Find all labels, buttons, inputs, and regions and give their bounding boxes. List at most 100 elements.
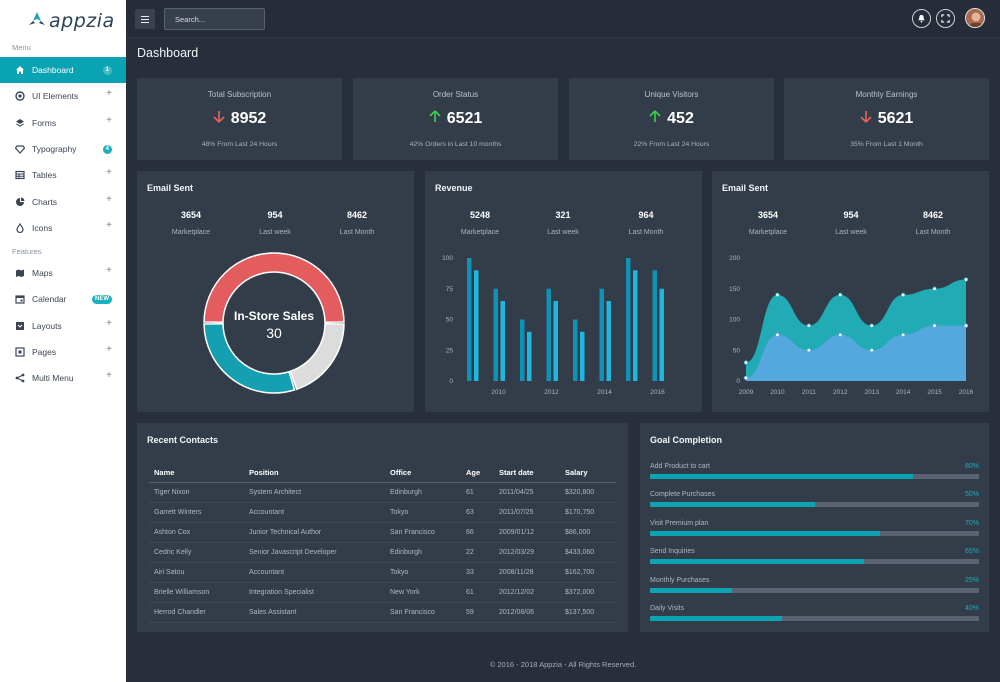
bar (606, 301, 611, 381)
sidebar-item-label: UI Elements (32, 91, 79, 102)
column-header[interactable]: Salary (560, 463, 616, 483)
x-tick-label: 2014 (597, 389, 612, 396)
column-header[interactable]: Name (149, 463, 244, 483)
sidebar-item-forms[interactable]: Forms + (0, 110, 126, 136)
table-row: Tiger Nixon System Architect Edinburgh 61 20… (149, 482, 616, 503)
sidebar-item-layouts[interactable]: Layouts + (0, 313, 126, 339)
bar (493, 288, 498, 381)
table-cell: $162,700 (560, 562, 616, 583)
donut-value: 30 (266, 325, 282, 341)
sidebar-badge: 4 (102, 144, 112, 154)
column-header[interactable]: Office (385, 463, 461, 483)
stat-title: Unique Visitors (644, 90, 699, 99)
fullscreen-icon[interactable] (936, 9, 955, 28)
column-header[interactable]: Age (461, 463, 494, 483)
y-tick-label: 75 (446, 286, 454, 293)
expand-plus-icon[interactable]: + (106, 88, 112, 100)
calendar-icon (15, 294, 25, 304)
table-cell: Tiger Nixon (149, 482, 244, 503)
sidebar-item-typography[interactable]: Typography 4 (0, 136, 126, 162)
expand-plus-icon[interactable]: + (106, 167, 112, 179)
goal-label: Complete Purchases (650, 491, 715, 499)
table-cell: Ashton Cox (149, 522, 244, 543)
donut-slice (203, 252, 345, 323)
sidebar-item-label: Typography (32, 143, 77, 154)
x-tick-label: 2015 (927, 389, 942, 396)
app-logo[interactable]: appzia (28, 10, 115, 32)
home-icon (15, 65, 25, 75)
table-row: Garrett Winters Accountant Tokyo 63 2011/07/… (149, 502, 616, 523)
goal-progress-bar (650, 616, 979, 621)
sidebar-item-pages[interactable]: Pages + (0, 339, 126, 365)
sidebar-item-tables[interactable]: Tables + (0, 162, 126, 188)
table-cell: $320,800 (560, 482, 616, 503)
sidebar-item-multi-menu[interactable]: Multi Menu + (0, 365, 126, 391)
pie-chart-icon (15, 197, 25, 207)
expand-plus-icon[interactable]: + (106, 370, 112, 382)
x-tick-label: 2016 (959, 389, 974, 396)
notification-bell-icon[interactable] (912, 9, 931, 28)
table-cell: Cedric Kelly (149, 542, 244, 563)
table-cell: Garrett Winters (149, 502, 244, 523)
table-cell: Tokyo (385, 502, 461, 523)
area-point (806, 348, 812, 353)
expand-plus-icon[interactable]: + (106, 219, 112, 231)
area-point (932, 286, 937, 291)
expand-plus-icon[interactable]: + (106, 343, 112, 355)
x-tick-label: 2011 (802, 389, 816, 396)
bar (580, 331, 585, 381)
bar (500, 301, 505, 381)
sidebar-item-charts[interactable]: Charts + (0, 189, 126, 215)
card-title: Email Sent (722, 183, 769, 193)
bar (599, 288, 604, 381)
table-cell: 22 (461, 542, 494, 563)
donut-slice (289, 323, 345, 391)
goal-percent: 65% (964, 548, 979, 556)
expand-plus-icon[interactable]: + (106, 265, 112, 276)
y-tick-label: 50 (733, 347, 741, 354)
expand-plus-icon[interactable]: + (106, 317, 112, 329)
bar (573, 319, 578, 381)
sidebar-item-ui-elements[interactable]: UI Elements + (0, 83, 126, 109)
stat-card: Unique Visitors 452 22% From Last 24 Hours (569, 78, 774, 160)
revenue-bar-chart: 0 25 50 75 100 2010 2012 2014 2016 (442, 255, 665, 396)
table-cell: 2008/11/28 (494, 562, 560, 583)
table-row: Airi Satou Accountant Tokyo 33 2008/11/28 $16… (149, 562, 616, 583)
stat-title: Order Status (432, 90, 479, 99)
stat-card: Monthly Earnings 5621 35% From Last 1 Mont… (784, 78, 989, 160)
bar (546, 288, 551, 381)
sidebar-item-maps[interactable]: Maps + (0, 260, 126, 286)
email-sent-area-card: Email Sent 3654 Marketplace 954 Last week … (712, 171, 989, 412)
area-point (900, 292, 906, 298)
recent-contacts-card: Recent Contacts Name Position Office Age Sta… (137, 423, 628, 632)
stat-value: 5621 (877, 110, 914, 127)
goal-progress-fill (650, 474, 914, 479)
sidebar-item-icons[interactable]: Icons + (0, 215, 126, 241)
app-name: appzia (49, 10, 115, 32)
table-row: Brielle Williamson Integration Specialist… (149, 582, 616, 603)
table-header-row: Name Position Office Age Start date Salary (149, 463, 616, 483)
bar (467, 258, 472, 381)
sidebar-item-label: Pages (32, 346, 57, 357)
arrow-down-icon (860, 110, 872, 128)
area-point (900, 332, 906, 338)
sidebar-item-dashboard[interactable]: Dashboard 1 (0, 57, 126, 83)
kpi-last-month: 8462 Last Month (339, 210, 375, 236)
donut-title: In-Store Sales (234, 309, 314, 323)
stat-note: 22% From Last 24 Hours (633, 141, 710, 148)
topbar (126, 0, 1000, 38)
x-tick-label: 2009 (739, 389, 754, 396)
y-tick-label: 100 (442, 255, 453, 262)
hamburger-menu-button[interactable] (135, 9, 155, 29)
column-header[interactable]: Start date (494, 463, 560, 483)
user-avatar[interactable] (965, 8, 985, 28)
column-header[interactable]: Position (244, 463, 385, 483)
email-area-chart: 0 50 100 150 200 2009 2010 2011 2012 2013 2014 2015… (729, 255, 974, 396)
area-point (743, 375, 749, 381)
expand-plus-icon[interactable]: + (106, 193, 112, 205)
sidebar-item-calendar[interactable]: Calendar NEW (0, 286, 126, 312)
expand-plus-icon[interactable]: + (106, 114, 112, 126)
search-input[interactable] (164, 8, 265, 30)
sidebar-badge: 1 (102, 66, 112, 75)
table-cell: 2012/12/02 (494, 582, 560, 603)
